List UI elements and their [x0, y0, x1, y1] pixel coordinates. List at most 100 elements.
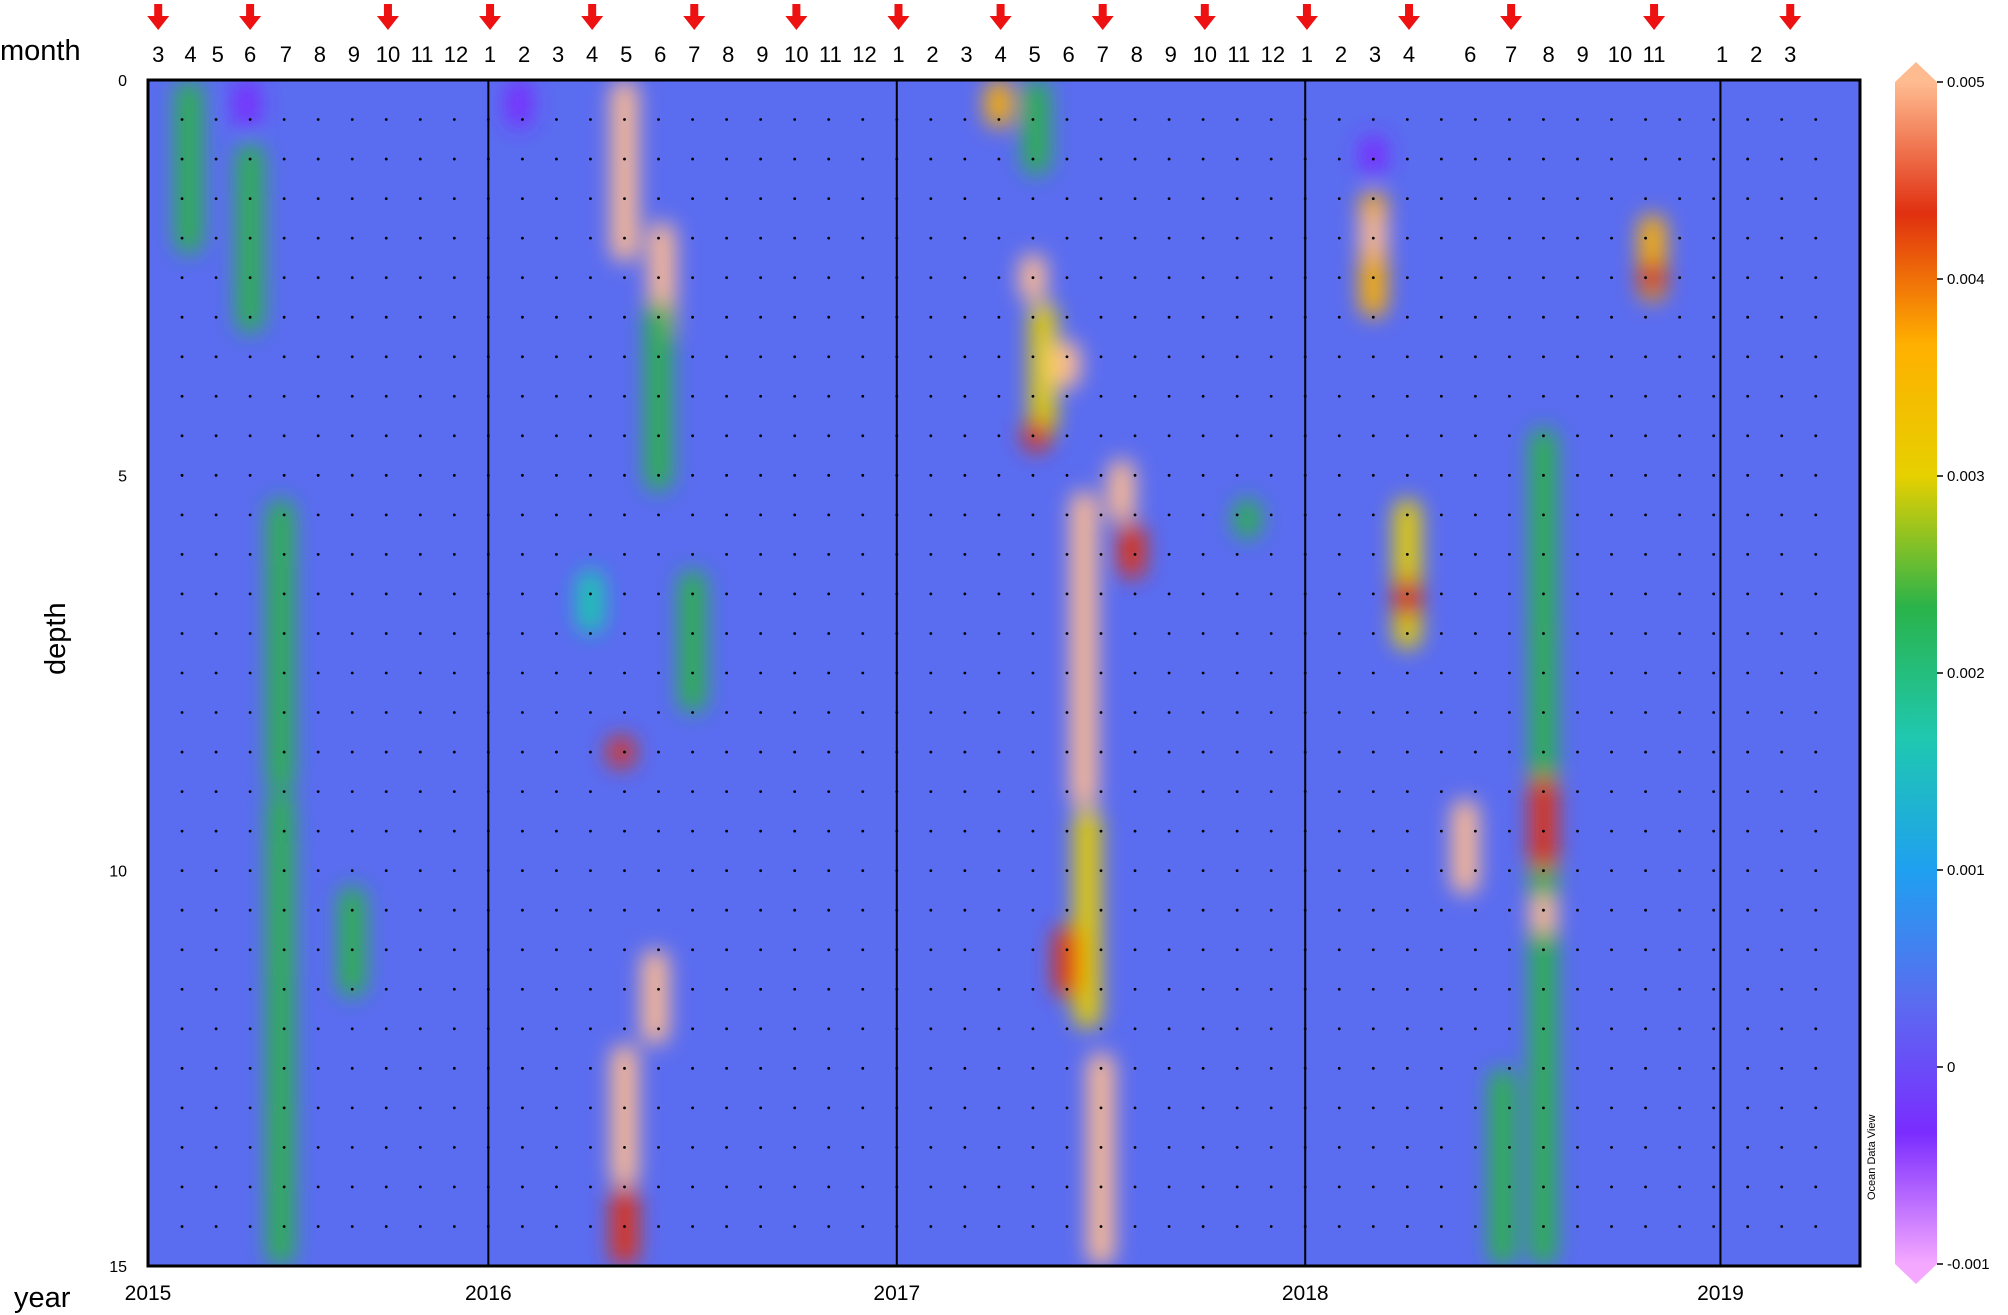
sample-dot [1644, 118, 1647, 121]
sample-dot [1814, 869, 1818, 873]
sample-dot [1031, 908, 1035, 912]
sample-dot [1712, 869, 1716, 873]
sample-dot [1031, 948, 1035, 952]
sample-dot [1439, 632, 1443, 635]
sample-dot [1746, 394, 1750, 398]
sample-dot [520, 118, 524, 121]
sample-dot [1746, 434, 1750, 438]
sample-dot [657, 236, 660, 240]
sample-dot [1542, 355, 1545, 359]
sample-dot [1133, 790, 1137, 793]
sample-dot [963, 473, 967, 477]
sample-dot [1814, 118, 1818, 121]
sample-dot [657, 1027, 660, 1031]
sample-dot [248, 315, 252, 319]
sample-dot [1099, 315, 1103, 319]
sample-dot [1712, 592, 1716, 596]
sample-dot [1031, 197, 1035, 201]
sample-dot [1610, 908, 1613, 912]
sample-dot [282, 790, 286, 793]
sample-dot [963, 750, 967, 754]
sample-dot [180, 553, 184, 556]
sample-dot [1439, 355, 1443, 359]
sample-dot [1235, 434, 1239, 438]
sample-dot [861, 236, 865, 240]
month-tick-label: 10 [784, 42, 808, 67]
sample-dot [282, 1185, 286, 1189]
sample-dot [1235, 276, 1239, 280]
sample-dot [214, 513, 218, 517]
sample-dot [1371, 236, 1375, 240]
sample-dot [1065, 276, 1069, 280]
sample-dot [623, 869, 626, 873]
sample-dot [1099, 355, 1103, 359]
sample-dot [1031, 157, 1035, 161]
sample-dot [759, 553, 763, 556]
sample-dot [1780, 908, 1784, 912]
sample-dot [248, 632, 252, 635]
sample-dot [861, 711, 865, 714]
sample-dot [1439, 1027, 1443, 1031]
sample-dot [861, 355, 865, 359]
sample-dot [1269, 553, 1273, 556]
sample-dot [418, 315, 422, 319]
sample-dot [1542, 671, 1545, 675]
sample-dot [691, 1146, 694, 1149]
sample-dot [1439, 829, 1443, 833]
sample-dot [793, 236, 797, 240]
sample-dot [1167, 276, 1171, 280]
sample-dot [555, 236, 558, 240]
sample-dot [384, 790, 388, 793]
month-tick-label: 12 [852, 42, 876, 67]
sample-dot [827, 987, 831, 991]
heatmap-patch [1234, 499, 1261, 539]
sample-dot [1610, 315, 1613, 319]
sample-dot [555, 908, 558, 912]
sample-dot [1610, 276, 1613, 280]
sample-dot [1371, 1185, 1375, 1189]
sample-dot [623, 948, 626, 952]
sample-dot [1235, 1066, 1239, 1070]
sample-dot [929, 671, 933, 675]
sample-dot [1405, 671, 1409, 675]
sample-dot [1133, 1027, 1137, 1031]
sample-dot [1508, 829, 1511, 833]
sample-dot [1337, 434, 1341, 438]
sample-dot [827, 513, 831, 517]
sample-dot [589, 1027, 592, 1031]
sample-dot [282, 869, 286, 873]
sample-dot [1405, 513, 1409, 517]
sample-dot [555, 276, 558, 280]
sample-dot [350, 1066, 354, 1070]
sample-dot [350, 236, 354, 240]
sample-dot [350, 315, 354, 319]
sample-dot [1610, 434, 1613, 438]
sample-dot [1133, 671, 1137, 675]
sample-dot [1542, 473, 1545, 477]
sample-dot [759, 197, 763, 201]
sample-dot [520, 513, 524, 517]
sampling-arrow [1295, 4, 1318, 30]
year-tick-label: 2017 [873, 1282, 920, 1305]
month-tick-label: 6 [1464, 42, 1476, 67]
sample-dot [1031, 513, 1035, 517]
sample-dot [214, 197, 218, 201]
sample-dot [725, 908, 729, 912]
sample-dot [1576, 315, 1579, 319]
sample-dot [1814, 513, 1818, 517]
sample-dot [1099, 987, 1103, 991]
sample-dot [1644, 948, 1647, 952]
sample-dot [1508, 513, 1511, 517]
sample-dot [1099, 908, 1103, 912]
sample-dot [1371, 394, 1375, 398]
sample-dot [861, 632, 865, 635]
sample-dot [1031, 1146, 1035, 1149]
sample-dot [1678, 948, 1682, 952]
sample-dot [1269, 118, 1273, 121]
sample-dot [1439, 711, 1443, 714]
sample-dot [1439, 592, 1443, 596]
sample-dot [384, 276, 388, 280]
sample-dot [1780, 355, 1784, 359]
sample-dot [1542, 1146, 1545, 1149]
sample-dot [1508, 394, 1511, 398]
